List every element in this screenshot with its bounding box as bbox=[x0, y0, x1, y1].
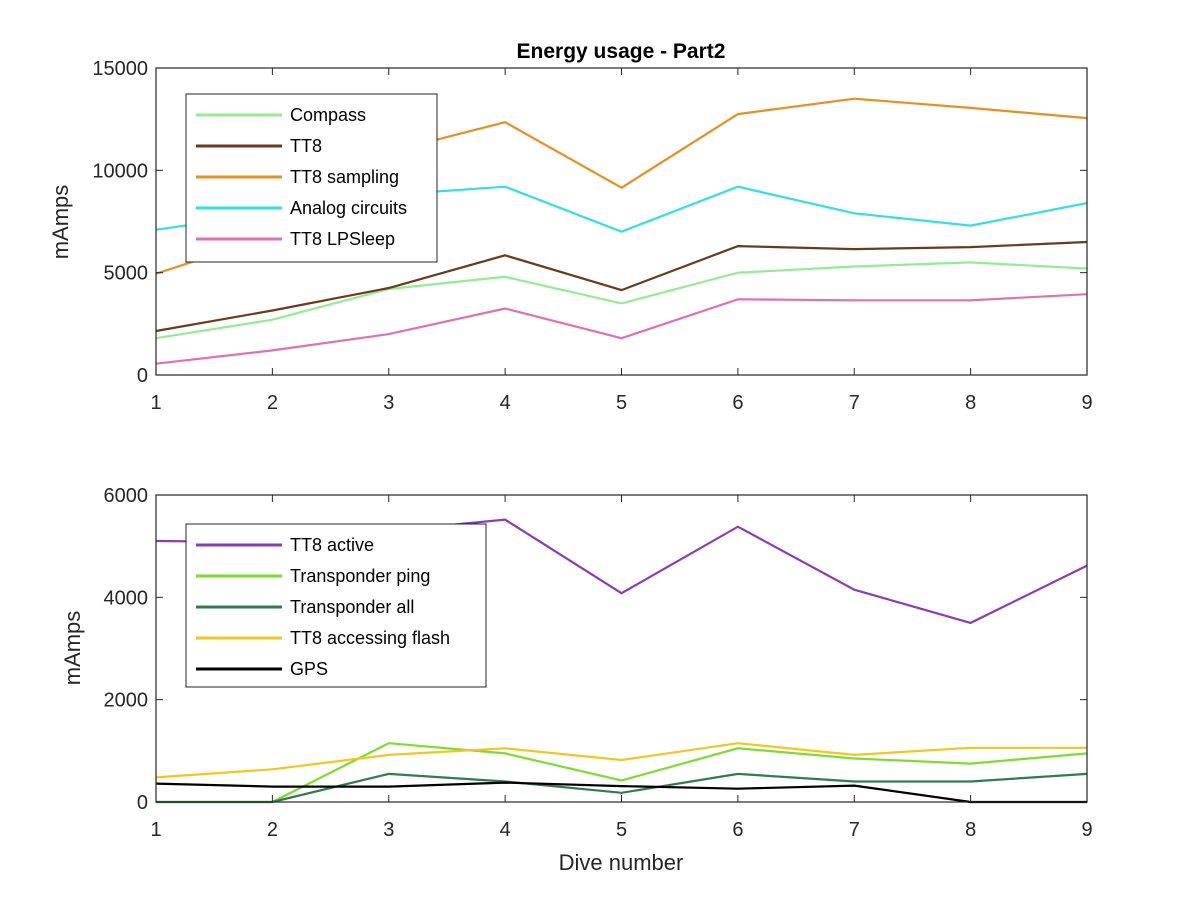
legend-label-transponder-all: Transponder all bbox=[290, 597, 414, 617]
top-chart: Energy usage - Part2 mAmps 1 2 3 4 5 6 7 8 9 0 500… bbox=[48, 40, 1093, 414]
y-tick-label: 0 bbox=[137, 365, 148, 387]
bottom-plot-area: 1 2 3 4 5 6 7 8 9 0 2000 4000 6000 TT8 active Transpon… bbox=[104, 485, 1093, 841]
x-tick-label: 9 bbox=[1081, 392, 1092, 414]
x-tick-label: 4 bbox=[500, 392, 511, 414]
y-tick-label: 2000 bbox=[104, 690, 149, 712]
x-tick-label: 3 bbox=[383, 819, 394, 841]
series-line-tt8 bbox=[155, 240, 1088, 333]
y-tick-label: 10000 bbox=[92, 160, 148, 182]
x-tick-label: 5 bbox=[616, 392, 627, 414]
x-tick-label: 1 bbox=[150, 819, 161, 841]
x-tick-label: 8 bbox=[965, 392, 976, 414]
x-tick-label: 4 bbox=[500, 819, 511, 841]
x-tick-label: 6 bbox=[732, 819, 743, 841]
legend: Compass TT8 TT8 sampling Analog circuits TT8… bbox=[185, 93, 438, 263]
y-axis-label: mAmps bbox=[48, 185, 73, 260]
y-tick-label: 0 bbox=[137, 792, 148, 814]
x-axis-label: Dive number bbox=[559, 850, 684, 875]
legend-label-transponder-ping: Transponder ping bbox=[290, 566, 430, 586]
legend-label-tt8-sampling: TT8 sampling bbox=[290, 167, 399, 187]
series-line-tt8-lpsleep bbox=[155, 293, 1088, 365]
legend-label-tt8-lpsleep: TT8 LPSleep bbox=[290, 229, 395, 249]
bottom-chart: mAmps Dive number 1 2 3 4 5 6 7 8 9 0 2000 4000 6000… bbox=[60, 485, 1093, 875]
x-tick-label: 9 bbox=[1081, 819, 1092, 841]
y-tick-label: 15000 bbox=[92, 58, 148, 80]
y-axis-label: mAmps bbox=[60, 611, 85, 686]
x-tick-label: 6 bbox=[732, 392, 743, 414]
x-tick-label: 8 bbox=[965, 819, 976, 841]
legend-label-compass: Compass bbox=[290, 105, 366, 125]
legend-label-tt8: TT8 bbox=[290, 136, 322, 156]
legend: TT8 active Transponder ping Transponder al… bbox=[185, 523, 487, 688]
legend-label-tt8-accessing-flash: TT8 accessing flash bbox=[290, 628, 450, 648]
top-plot-area: 1 2 3 4 5 6 7 8 9 0 5000 10000 15000 Compass TT8 TT8 sa… bbox=[92, 58, 1092, 414]
x-tick-label: 2 bbox=[267, 392, 278, 414]
legend-label-gps: GPS bbox=[290, 659, 328, 679]
series-line-transponder-ping bbox=[156, 742, 1088, 804]
x-tick-label: 7 bbox=[849, 392, 860, 414]
chart-title: Energy usage - Part2 bbox=[517, 40, 726, 63]
x-tick-label: 3 bbox=[383, 392, 394, 414]
legend-label-tt8-active: TT8 active bbox=[290, 535, 374, 555]
y-tick-label: 6000 bbox=[104, 485, 149, 507]
y-tick-label: 4000 bbox=[104, 587, 149, 609]
y-tick-label: 5000 bbox=[104, 263, 149, 285]
series-line-tt8-accessing-flash bbox=[155, 742, 1087, 779]
series-line-compass bbox=[155, 261, 1088, 340]
legend-label-analog-circuits: Analog circuits bbox=[290, 198, 407, 218]
series-line-transponder-all bbox=[156, 772, 1088, 804]
x-tick-label: 2 bbox=[267, 819, 278, 841]
x-tick-label: 1 bbox=[150, 392, 161, 414]
x-tick-label: 5 bbox=[616, 819, 627, 841]
series-line-gps bbox=[155, 781, 1087, 804]
x-tick-label: 7 bbox=[849, 819, 860, 841]
